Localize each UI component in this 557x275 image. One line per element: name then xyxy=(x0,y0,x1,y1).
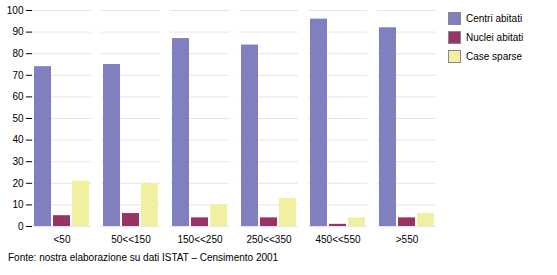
html-text:Case sparse: Case sparse xyxy=(466,51,523,62)
html-text:Centri abitati: Centri abitati xyxy=(466,13,523,24)
svg-text:100: 100 xyxy=(7,5,24,16)
svg-text:>550: >550 xyxy=(396,234,419,245)
svg-text:60: 60 xyxy=(12,91,24,102)
svg-text:150<<250: 150<<250 xyxy=(177,234,222,245)
svg-text:50: 50 xyxy=(12,113,24,124)
svg-text:0: 0 xyxy=(18,221,24,232)
svg-text:50<<150: 50<<150 xyxy=(111,234,151,245)
svg-text:80: 80 xyxy=(12,48,24,59)
svg-text:40: 40 xyxy=(12,134,24,145)
svg-text:20: 20 xyxy=(12,178,24,189)
svg-text:90: 90 xyxy=(12,26,24,37)
svg-text:450<<550: 450<<550 xyxy=(315,234,360,245)
html-text:Fonte: nostra elaborazione su: Fonte: nostra elaborazione su dati ISTAT… xyxy=(8,252,279,263)
svg-text:<50: <50 xyxy=(54,234,71,245)
svg-text:30: 30 xyxy=(12,156,24,167)
svg-text:10: 10 xyxy=(12,199,24,210)
html-text:Nuclei abitati: Nuclei abitati xyxy=(466,32,524,43)
svg-text:250<<350: 250<<350 xyxy=(246,234,291,245)
svg-text:70: 70 xyxy=(12,70,24,81)
